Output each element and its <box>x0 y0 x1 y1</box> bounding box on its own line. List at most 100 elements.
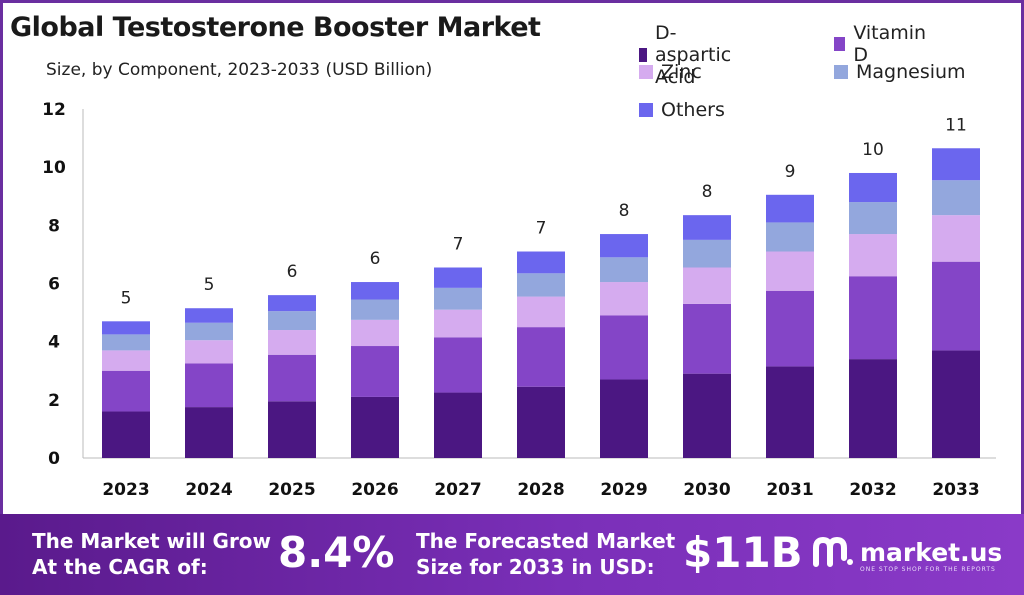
bar-segment <box>683 239 731 268</box>
stacked-bar-chart: 0 2 4 6 8 10 12 5 2023 5 2024 6 2025 6 2026 7 2027 7 2028 8… <box>42 100 996 500</box>
x-tick-label: 2023 <box>102 480 149 500</box>
x-tick-label: 2031 <box>766 480 813 500</box>
bar-segment <box>102 370 150 412</box>
legend-swatch <box>834 65 848 79</box>
chart-title: Global Testosterone Booster Market <box>10 12 541 43</box>
legend-label: Vitamin D <box>853 22 927 66</box>
x-tick-label: 2027 <box>434 480 481 500</box>
y-tick-label: 2 <box>48 391 60 411</box>
legend-label: Zinc <box>661 61 702 83</box>
bar-segment <box>517 251 565 274</box>
y-tick-label: 8 <box>48 216 60 236</box>
x-tick-label: 2032 <box>849 480 896 500</box>
bar-segment <box>185 340 233 364</box>
bar-segment <box>766 194 814 223</box>
legend-swatch <box>834 37 846 51</box>
bar-segment <box>600 315 648 380</box>
bar-segment <box>932 350 980 458</box>
x-tick-label: 2028 <box>517 480 564 500</box>
bar-segment <box>932 148 980 181</box>
legend-swatch <box>639 48 647 62</box>
forecast-value: $11B <box>683 528 803 577</box>
x-tick-label: 2024 <box>185 480 232 500</box>
bar-segment <box>849 172 897 203</box>
bar-segment <box>932 261 980 351</box>
y-tick-label: 4 <box>48 333 60 353</box>
bar-total-label: 7 <box>536 219 547 239</box>
bar-total-label: 10 <box>862 140 884 160</box>
legend-label: D-aspartic Acid <box>654 22 732 88</box>
bar-total-label: 11 <box>945 115 967 135</box>
bar-segment <box>268 311 316 331</box>
legend-item-zinc: Zinc <box>639 61 702 83</box>
bar-segment <box>683 267 731 304</box>
bar-segment <box>185 322 233 341</box>
bar-segment <box>766 366 814 458</box>
bar-segment <box>351 299 399 320</box>
x-tick-label: 2030 <box>683 480 730 500</box>
bar-segment <box>517 327 565 387</box>
bar-segment <box>849 276 897 360</box>
forecast-label-line2: Size for 2033 in USD: <box>416 555 655 579</box>
bar-segment <box>434 287 482 310</box>
bar-segment <box>185 308 233 323</box>
legend-swatch <box>639 103 653 117</box>
bar-segment <box>683 215 731 240</box>
x-tick-label: 2025 <box>268 480 315 500</box>
bar-segment <box>351 346 399 397</box>
bar-segment <box>102 411 150 458</box>
bar-segment <box>185 363 233 408</box>
bar-segment <box>434 267 482 288</box>
bar-segment <box>102 321 150 335</box>
bar-total-label: 9 <box>785 162 796 182</box>
cagr-label-line2: At the CAGR of: <box>32 555 208 579</box>
bar-segment <box>766 222 814 252</box>
bar-segment <box>932 180 980 216</box>
market-us-brand: market.us ONE STOP SHOP FOR THE REPORTS <box>812 534 1003 573</box>
y-tick-label: 10 <box>42 158 66 178</box>
brand-name: market.us <box>860 537 1003 567</box>
bar-total-label: 8 <box>702 182 713 202</box>
legend-label: Others <box>661 99 725 121</box>
bar-segment <box>683 303 731 374</box>
bar-total-label: 5 <box>204 275 215 295</box>
bar-segment <box>766 290 814 367</box>
y-tick-label: 12 <box>42 100 66 120</box>
chart-subtitle: Size, by Component, 2023-2033 (USD Billi… <box>46 60 433 80</box>
legend-item-d-aspartic-acid: D-aspartic Acid <box>639 22 737 88</box>
bar-total-label: 5 <box>121 288 132 308</box>
bar-segment <box>434 309 482 338</box>
forecast-label-line1: The Forecasted Market <box>416 529 676 553</box>
bar-segment <box>351 282 399 300</box>
bar-segment <box>932 215 980 262</box>
bar-total-label: 6 <box>370 249 381 269</box>
legend-item-magnesium: Magnesium <box>834 61 966 83</box>
y-tick-label: 0 <box>48 449 60 469</box>
market-us-logo-icon <box>813 536 853 567</box>
bar-segment <box>351 396 399 458</box>
bar-segment <box>849 202 897 235</box>
x-tick-label: 2026 <box>351 480 398 500</box>
bar-total-label: 8 <box>619 201 630 221</box>
cagr-value: 8.4% <box>278 528 395 577</box>
bar-segment <box>600 234 648 258</box>
legend-item-others: Others <box>639 99 725 121</box>
x-tick-label: 2029 <box>600 480 647 500</box>
bar-segment <box>600 257 648 283</box>
bar-segment <box>849 234 897 277</box>
bar-segment <box>434 392 482 458</box>
bar-segment <box>102 334 150 351</box>
brand-tagline: ONE STOP SHOP FOR THE REPORTS <box>860 566 996 573</box>
cagr-label-line1: The Market will Grow <box>32 529 272 553</box>
bar-segment <box>351 319 399 347</box>
bar-segment <box>268 354 316 402</box>
x-tick-label: 2033 <box>932 480 979 500</box>
legend-item-vitamin-d: Vitamin D <box>834 22 929 66</box>
legend-label: Magnesium <box>856 61 966 83</box>
bar-segment <box>268 330 316 355</box>
bar-segment <box>102 350 150 371</box>
bar-total-label: 6 <box>287 262 298 282</box>
cagr-label: The Market will Grow At the CAGR of: <box>32 528 271 580</box>
forecast-label: The Forecasted Market Size for 2033 in U… <box>416 528 675 580</box>
bar-segment <box>434 337 482 393</box>
